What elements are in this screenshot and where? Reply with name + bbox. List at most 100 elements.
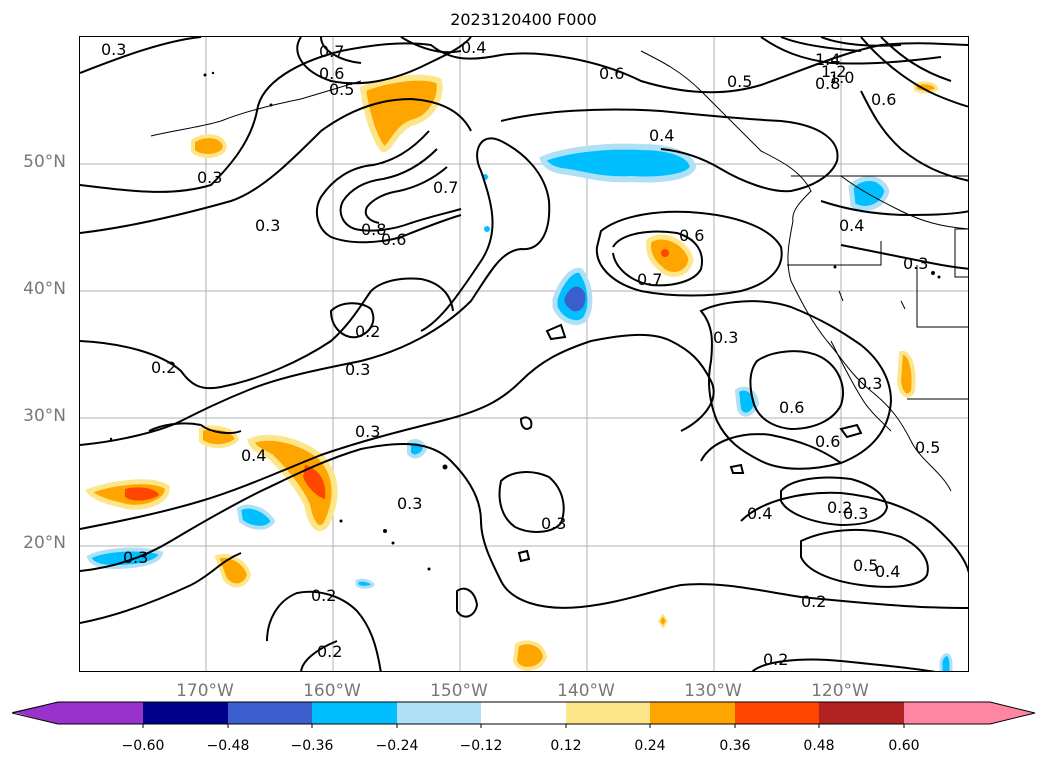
contour-label: 0.2	[355, 322, 380, 341]
contour-label: 0.3	[397, 494, 422, 513]
contour-label: 0.3	[857, 374, 882, 393]
fill-blob	[657, 613, 669, 629]
contour-label: 0.4	[839, 216, 864, 235]
fill-core	[661, 249, 669, 257]
lon-label-140w: 140°W	[557, 681, 615, 701]
map-svg: 0.3 0.7 0.6 0.5 0.4 0.6 0.5 1.4 1.2 1.0 …	[80, 37, 968, 671]
contour-label: 0.2	[827, 498, 852, 517]
fill-core	[564, 286, 586, 312]
fill-blob	[913, 81, 939, 94]
contour-label: 1.2	[821, 62, 846, 81]
contour-label: 0.3	[355, 422, 380, 441]
graticule	[80, 37, 968, 671]
colorbar-tick-label: 0.24	[634, 738, 666, 754]
fill-blob	[355, 578, 375, 589]
colorbar-segment	[312, 702, 397, 724]
lat-label-30n: 30°N	[23, 406, 66, 426]
contour-label: 0.6	[815, 432, 840, 451]
contour-label: 0.2	[311, 586, 336, 605]
fill-blob	[236, 504, 276, 530]
colorbar-tick-label: 0.36	[719, 738, 751, 754]
contour-label: 0.5	[727, 72, 752, 91]
negative-fill-areas	[86, 143, 953, 671]
lon-label-160w: 160°W	[303, 681, 361, 701]
lon-label-170w: 170°W	[176, 681, 234, 701]
islands	[109, 71, 941, 571]
contour-label: 0.6	[679, 226, 704, 245]
contour-label: 0.8	[815, 74, 840, 93]
contour-label: 0.3	[345, 360, 370, 379]
colorbar-tick-label: 0.12	[550, 738, 582, 754]
colorbar-tick-label: −0.60	[121, 738, 165, 754]
contour-labels: 0.3 0.7 0.6 0.5 0.4 0.6 0.5 1.4 1.2 1.0 …	[101, 38, 940, 669]
contour-label: 0.6	[779, 398, 804, 417]
colorbar-outline	[11, 701, 1036, 725]
lat-label-20n: 20°N	[23, 533, 66, 553]
colorbar-tick-label: 0.60	[888, 738, 920, 754]
contour-label: 0.2	[317, 642, 342, 661]
contour-label: 0.2	[801, 592, 826, 611]
fill-blob	[484, 226, 490, 232]
contour-label: 0.3	[197, 168, 222, 187]
contour-label: 0.2	[151, 358, 176, 377]
positive-fill-areas	[84, 74, 939, 671]
contour-label: 1.4	[815, 50, 840, 69]
colorbar-tick-label: −0.48	[206, 738, 250, 754]
colorbar-tick-label: −0.12	[459, 738, 503, 754]
contour-label: 0.4	[875, 562, 900, 581]
contour-label: 0.7	[637, 270, 662, 289]
map-title: 2023120400 F000	[450, 10, 597, 29]
contour-label: 0.3	[843, 504, 868, 523]
fill-blob	[199, 425, 240, 448]
fill-core	[125, 487, 159, 501]
contour-label: 0.5	[853, 556, 878, 575]
fill-blob	[86, 547, 164, 570]
contour-label: 1.0	[829, 68, 854, 87]
colorbar-segment	[650, 702, 735, 724]
contour-label: 0.6	[381, 230, 406, 249]
fill-blob	[247, 434, 338, 532]
colorbar-segment	[397, 702, 481, 724]
contour-label: 0.4	[461, 38, 486, 57]
contour-label: 0.5	[329, 80, 354, 99]
contour-label: 0.8	[361, 220, 386, 239]
colorbar-segment	[819, 702, 904, 724]
contour-lines	[80, 37, 968, 671]
fill-core	[303, 465, 326, 499]
contour-label: 0.5	[915, 438, 940, 457]
colorbar-tick-label: 0.48	[803, 738, 835, 754]
fill-blob	[939, 653, 953, 671]
contour-label: 0.4	[241, 446, 266, 465]
colorbar	[11, 701, 1036, 728]
contour-label: 0.6	[871, 90, 896, 109]
contour-label: 0.4	[747, 504, 772, 523]
fill-blob	[214, 554, 252, 588]
lon-label-130w: 130°W	[684, 681, 742, 701]
lon-label-120w: 120°W	[811, 681, 869, 701]
contour-label: 0.7	[319, 42, 344, 61]
fill-blob	[191, 134, 228, 158]
contour-label: 0.3	[903, 254, 928, 273]
map-panel: 0.3 0.7 0.6 0.5 0.4 0.6 0.5 1.4 1.2 1.0 …	[79, 36, 969, 672]
contour-label: 0.6	[319, 64, 344, 83]
contour-label: 0.3	[713, 328, 738, 347]
contour-label: 0.6	[599, 64, 624, 83]
lon-label-150w: 150°W	[430, 681, 488, 701]
colorbar-ticks	[142, 724, 905, 728]
contour-label: 0.4	[649, 126, 674, 145]
fill-blob	[512, 640, 548, 671]
colorbar-tick-label: −0.24	[375, 738, 419, 754]
colorbar-segment	[228, 702, 312, 724]
colorbar-extend-low	[12, 702, 143, 724]
fill-blob	[359, 74, 443, 152]
colorbar-segment	[143, 702, 228, 724]
colorbar-extend-high	[904, 702, 1035, 724]
colorbar-segment	[735, 702, 819, 724]
contour-label: 0.3	[101, 40, 126, 59]
colorbar-segment	[481, 702, 566, 724]
fill-blob	[848, 176, 890, 211]
lat-label-50n: 50°N	[23, 152, 66, 172]
contour-label: 0.2	[763, 650, 788, 669]
colorbar-segments	[12, 702, 1035, 724]
colorbar-segment	[566, 702, 650, 724]
